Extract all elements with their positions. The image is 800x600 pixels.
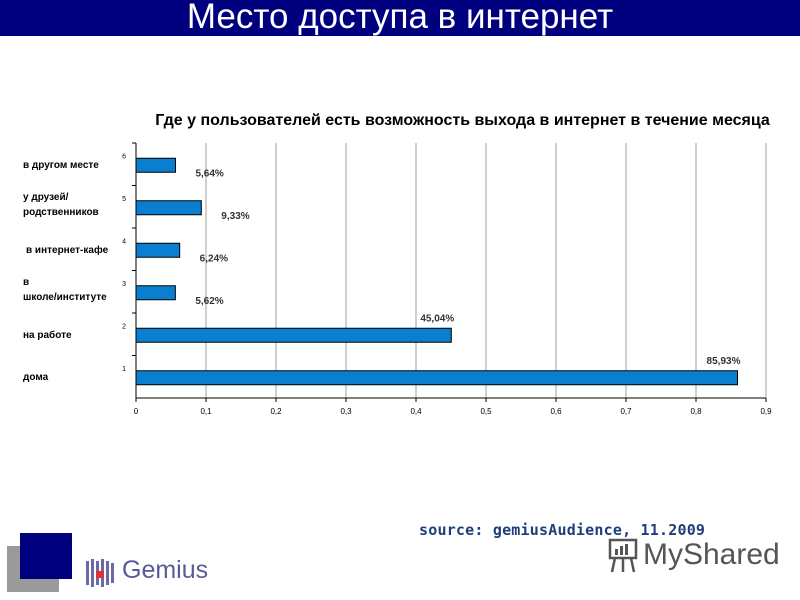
presentation-board-icon xyxy=(608,538,638,573)
y-tick-label: 2 xyxy=(122,323,126,330)
y-tick-label: 1 xyxy=(122,366,126,373)
category-label-line: в интернет-кафе xyxy=(26,244,109,256)
gemius-logo: Gemius xyxy=(84,555,224,591)
x-tick-label: 0,3 xyxy=(340,407,352,416)
data-label: 6,24% xyxy=(200,253,228,264)
data-label: 5,64% xyxy=(195,168,223,179)
y-tick-label: 3 xyxy=(122,281,126,288)
data-label: 45,04% xyxy=(420,313,454,324)
gemius-logo-text: Gemius xyxy=(122,556,209,584)
myshared-watermark: MyShared xyxy=(607,536,780,576)
category-label-line: родственников xyxy=(23,206,99,218)
category-label-line: на работе xyxy=(23,329,72,341)
category-label-line: дома xyxy=(23,372,49,384)
x-tick-label: 0,4 xyxy=(410,407,422,416)
bar xyxy=(135,327,452,343)
source-note: source: gemiusAudience, 11.2009 xyxy=(419,521,706,539)
data-label: 5,62% xyxy=(195,296,223,307)
x-tick-label: 0,7 xyxy=(620,407,632,416)
x-tick-label: 0,1 xyxy=(200,407,212,416)
category-label: у друзей/родственников xyxy=(23,190,123,220)
data-label: 9,33% xyxy=(221,211,249,222)
bar xyxy=(135,157,176,173)
myshared-watermark-text: MyShared xyxy=(643,538,780,571)
title-bar xyxy=(0,0,800,36)
x-tick-label: 0,9 xyxy=(760,407,772,416)
x-tick-label: 0 xyxy=(134,407,139,416)
x-tick-label: 0,8 xyxy=(690,407,702,416)
x-tick-label: 0,6 xyxy=(550,407,562,416)
category-label-line: школе/институте xyxy=(23,291,107,303)
category-label-line: в xyxy=(23,276,30,288)
category-label: в школе/институте xyxy=(23,275,123,305)
x-tick-label: 0,2 xyxy=(270,407,282,416)
x-tick-label: 0,5 xyxy=(480,407,492,416)
y-tick-label: 6 xyxy=(122,153,126,160)
slide-title: Место доступа в интернет xyxy=(186,0,614,36)
gemius-logo-mark-icon xyxy=(86,559,114,587)
category-label: в интернет-кафе xyxy=(26,243,126,258)
bar xyxy=(135,370,739,386)
bar xyxy=(135,285,176,301)
bar xyxy=(135,200,202,216)
y-tick-label: 4 xyxy=(122,238,126,245)
bar xyxy=(135,242,181,258)
data-label: 85,93% xyxy=(707,356,741,367)
category-label: в другом месте xyxy=(23,158,123,173)
y-tick-label: 5 xyxy=(122,196,126,203)
category-label-line: в другом месте xyxy=(23,159,99,171)
decorative-navy-square xyxy=(20,533,72,579)
category-label-line: у друзей/ xyxy=(23,191,69,203)
chart-title: Где у пользователей есть возможность вых… xyxy=(155,112,770,129)
category-label: на работе xyxy=(23,328,123,343)
category-label: дома xyxy=(23,370,123,385)
